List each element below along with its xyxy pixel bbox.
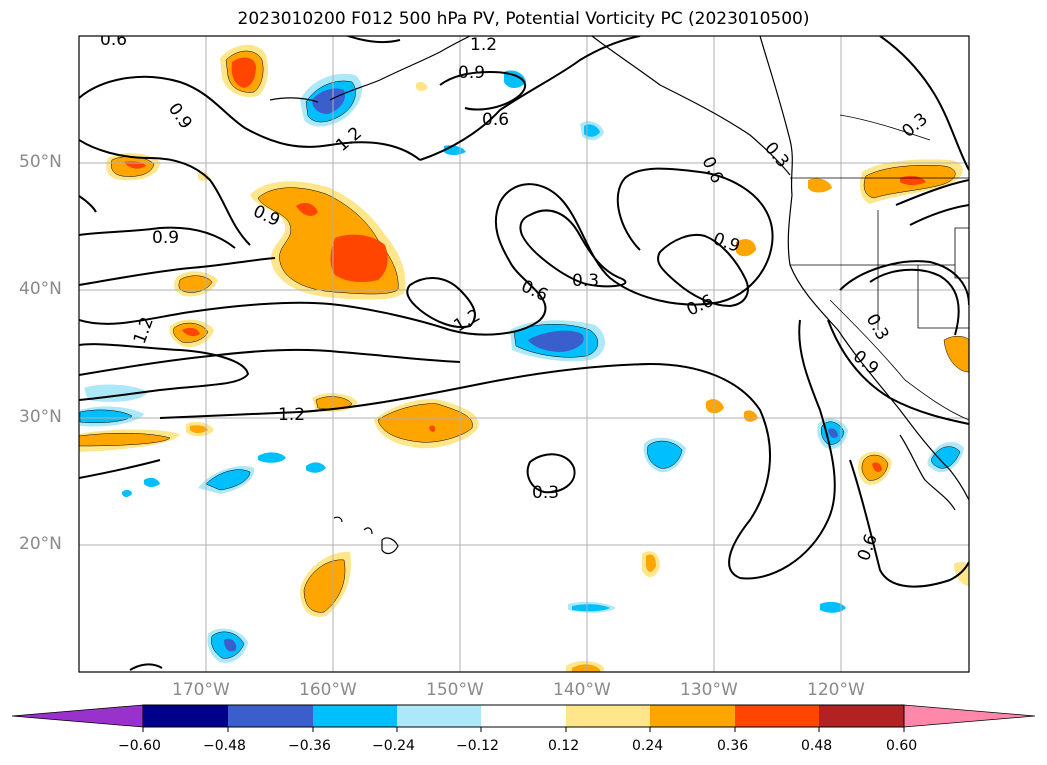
colorbar-tick-label: −0.36 xyxy=(288,738,331,754)
colorbar-bin xyxy=(566,705,650,727)
lat-label: 30°N xyxy=(19,407,62,427)
lat-label: 50°N xyxy=(19,152,62,172)
pv-anomaly-shading xyxy=(79,44,969,672)
colorbar-bin xyxy=(313,705,397,727)
contour-label: 0.9 xyxy=(458,63,485,83)
colorbar-tick-label: 0.24 xyxy=(632,738,664,754)
colorbar-bin xyxy=(228,705,313,727)
colorbar-bin xyxy=(481,705,566,727)
contour-label: 0.6 xyxy=(697,154,727,187)
map-plot-area: 0.6 1.2 0.9 0.9 0.6 1.2 0.9 0.9 0.6 0.3 … xyxy=(79,30,969,672)
colorbar-bin xyxy=(650,705,735,727)
colorbar xyxy=(11,704,1036,732)
contour-label: 0.6 xyxy=(482,110,509,130)
contour-label: 0.6 xyxy=(684,291,717,321)
colorbar-high-extend xyxy=(903,704,1036,728)
colorbar-ticks xyxy=(142,727,905,732)
contour-label: 0.3 xyxy=(760,138,793,172)
lon-label: 170°W xyxy=(172,680,230,700)
contour-label: 0.9 xyxy=(152,228,179,248)
lat-label: 20°N xyxy=(19,534,62,554)
colorbar-bin xyxy=(735,705,819,727)
contour-label: 0.9 xyxy=(164,99,196,133)
colorbar-tick-label: −0.60 xyxy=(118,738,161,754)
colorbar-bin xyxy=(143,705,228,727)
contour-label: 0.3 xyxy=(572,271,599,291)
contour-label: 1.2 xyxy=(278,405,305,425)
contour-label: 1.2 xyxy=(470,35,497,55)
contour-label: 0.3 xyxy=(898,109,932,142)
political-borders xyxy=(790,114,969,421)
map-title: 2023010200 F012 500 hPa PV, Potential Vo… xyxy=(237,9,810,29)
map-frame xyxy=(78,35,970,673)
colorbar-bin xyxy=(819,705,904,727)
contour-label: 0.6 xyxy=(100,30,127,50)
contour-label: 0.6 xyxy=(518,276,551,306)
contour-label: 0.3 xyxy=(862,311,893,344)
colorbar-tick-label: −0.24 xyxy=(372,738,415,754)
colorbar-outline xyxy=(142,704,905,728)
lon-label: 140°W xyxy=(553,680,611,700)
lon-label: 150°W xyxy=(426,680,484,700)
colorbar-low-extend xyxy=(11,704,144,728)
contour-label: 1.2 xyxy=(332,123,366,156)
colorbar-tick-label: 0.12 xyxy=(548,738,580,754)
lon-label: 160°W xyxy=(299,680,357,700)
colorbar-tick-label: 0.60 xyxy=(886,738,918,754)
lon-label: 130°W xyxy=(680,680,738,700)
colorbar-tick-label: 0.36 xyxy=(717,738,749,754)
colorbar-tick-label: −0.48 xyxy=(203,738,246,754)
coastlines xyxy=(269,36,969,555)
lat-label: 40°N xyxy=(19,279,62,299)
colorbar-tick-label: −0.12 xyxy=(456,738,499,754)
colorbar-bin xyxy=(397,705,481,727)
pv-contours xyxy=(79,36,969,671)
lon-label: 120°W xyxy=(807,680,865,700)
contour-label: 0.3 xyxy=(532,483,559,503)
colorbar-tick-label: 0.48 xyxy=(801,738,833,754)
graticule xyxy=(79,36,969,672)
